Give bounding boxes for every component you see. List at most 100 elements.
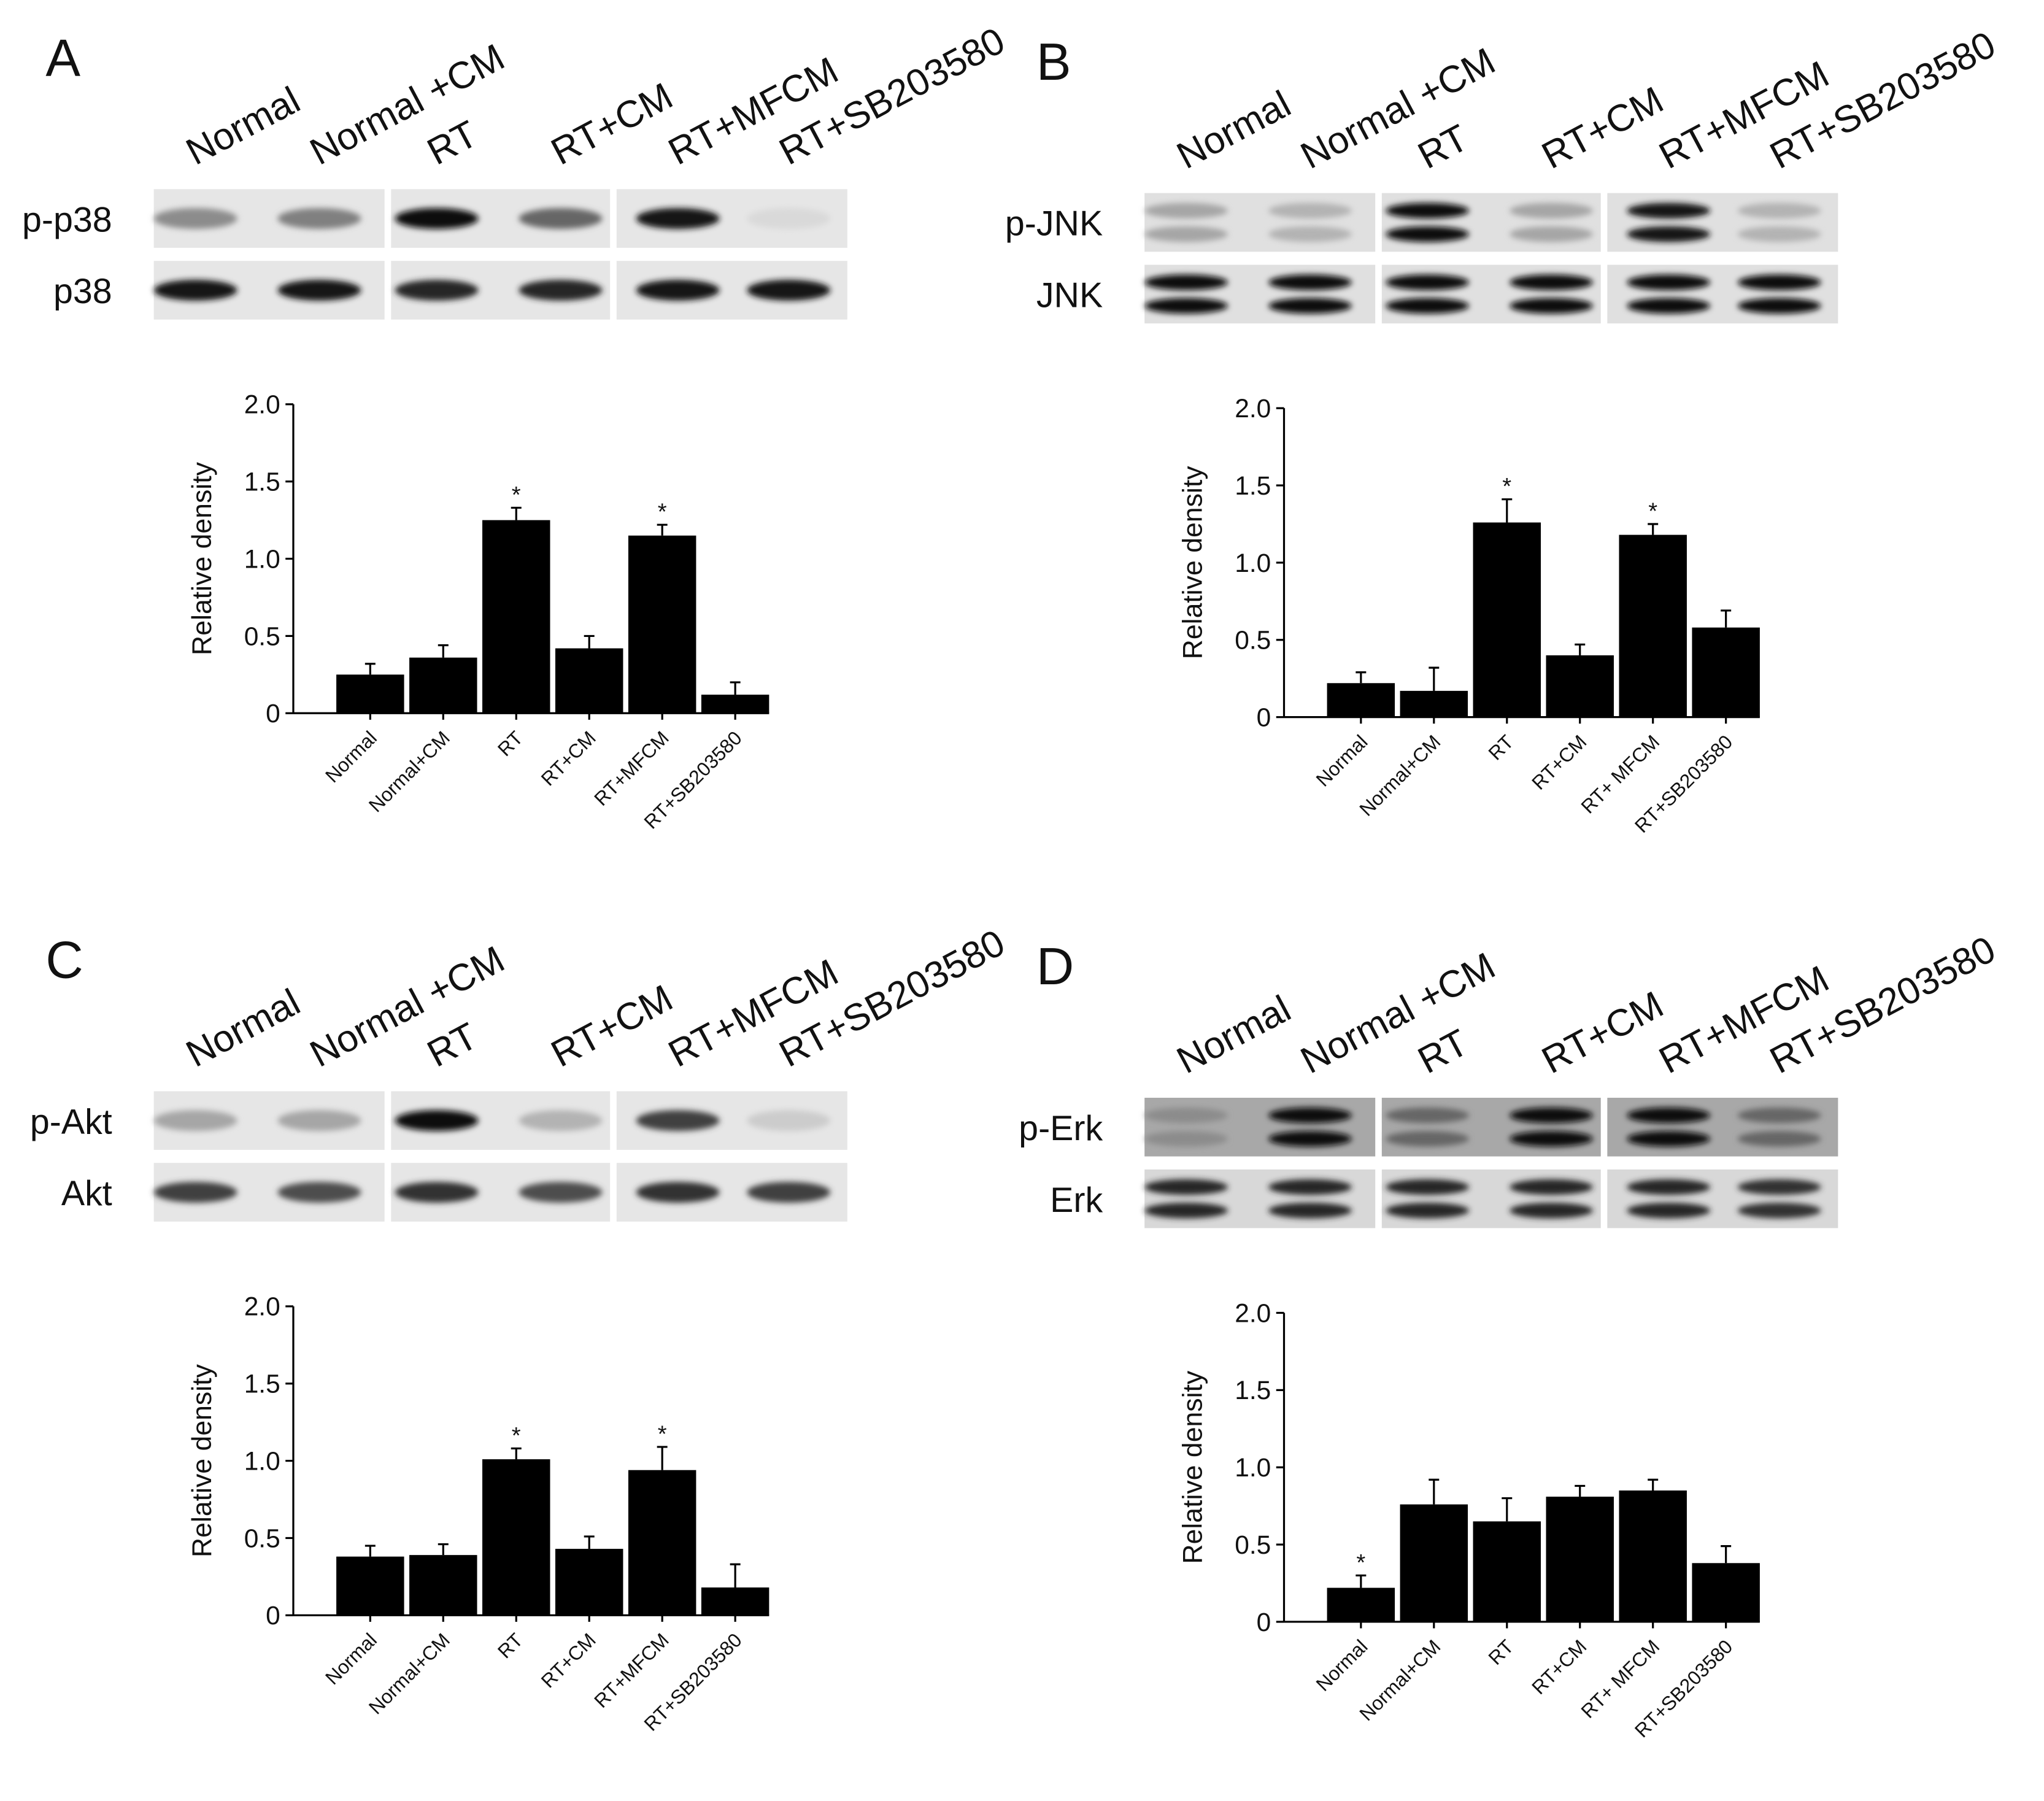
y-tick-label: 0 [1257, 1608, 1271, 1637]
panel-letter: A [45, 29, 80, 87]
blot-band [1386, 226, 1470, 242]
blot-band [1386, 274, 1470, 290]
bar [409, 1555, 477, 1616]
blot-band [395, 208, 479, 229]
blot-band [1627, 298, 1711, 314]
y-tick-label: 1.5 [244, 468, 280, 497]
lane-label: Normal +CM [1294, 40, 1502, 177]
blot-band [1386, 1202, 1470, 1219]
significance-marker: * [512, 1422, 521, 1449]
blot-band [1627, 226, 1711, 242]
significance-marker: * [658, 1421, 667, 1447]
panel-letter: B [1036, 33, 1071, 91]
y-tick-label: 0 [266, 700, 280, 728]
blot-background [1144, 1097, 1376, 1157]
blot-band [1268, 1107, 1352, 1124]
blot-band [395, 1181, 479, 1203]
panel-letter: C [45, 931, 83, 990]
blot-background [1381, 1169, 1601, 1228]
y-tick-label: 0.5 [244, 622, 280, 651]
blot-background [1144, 1169, 1376, 1228]
blot-band [1268, 226, 1352, 242]
lane-label: RT+CM [1535, 79, 1670, 177]
blot-band [1386, 202, 1470, 219]
bar [555, 1549, 623, 1616]
lane-label: Normal [1170, 83, 1298, 177]
blot-background [1607, 193, 1838, 252]
blot-band [1510, 274, 1593, 290]
y-axis-label: Relative density [187, 461, 217, 655]
lane-label: RT+CM [1535, 983, 1670, 1082]
blot-band [1737, 202, 1821, 219]
x-tick-label: Normal [1311, 1635, 1371, 1695]
blot-band [1737, 274, 1821, 290]
lane-label: Normal +CM [1294, 944, 1502, 1082]
lane-label: Normal +CM [303, 938, 511, 1076]
blot-band [636, 1181, 720, 1203]
blot-background [1381, 193, 1601, 252]
blot-row-label: p-JNK [1005, 204, 1103, 244]
bar [1692, 1563, 1760, 1622]
y-tick-label: 1.5 [1235, 472, 1271, 501]
x-tick-label: RT [493, 727, 527, 760]
x-tick-label: RT+CM [1527, 731, 1591, 794]
blot-band [1144, 298, 1228, 314]
blot-band [1627, 1107, 1711, 1124]
bar [1473, 522, 1541, 717]
bar [482, 520, 550, 714]
y-axis-label: Relative density [187, 1363, 217, 1557]
blot-band [1737, 298, 1821, 314]
blot-band [153, 1110, 237, 1132]
y-tick-label: 2.0 [244, 1293, 280, 1322]
bar [409, 657, 477, 714]
y-tick-label: 1.5 [244, 1370, 280, 1399]
bar [1692, 627, 1760, 717]
blot-background [1144, 193, 1376, 252]
lane-label: RT [1411, 117, 1475, 177]
significance-marker: * [1502, 473, 1511, 499]
y-tick-label: 0 [266, 1602, 280, 1630]
blot-band [1144, 1202, 1228, 1219]
lane-label: RT+CM [544, 75, 679, 174]
blot-band [1737, 1107, 1821, 1124]
blot-band [519, 1181, 603, 1203]
blot-row-label: p-Erk [1019, 1109, 1103, 1148]
blot-band [1627, 1202, 1711, 1219]
bar [555, 648, 623, 714]
blot-band [1510, 202, 1593, 219]
blot-row-label: p38 [53, 272, 112, 311]
blot-band [153, 1181, 237, 1203]
blot-band [1386, 298, 1470, 314]
lane-label: Normal [179, 981, 307, 1075]
blot-band [1510, 1107, 1593, 1124]
y-tick-label: 1.5 [1235, 1376, 1271, 1405]
x-tick-label: Normal [1311, 731, 1371, 791]
blot-band [153, 208, 237, 229]
y-tick-label: 2.0 [244, 391, 280, 420]
blot-band [1510, 1202, 1593, 1219]
bar [1327, 1587, 1395, 1622]
y-tick-label: 1.0 [244, 545, 280, 574]
panel-letter: D [1036, 938, 1074, 996]
significance-marker: * [1648, 498, 1657, 524]
y-tick-label: 0.5 [244, 1524, 280, 1553]
blot-band [277, 1110, 361, 1132]
bar [1546, 1497, 1614, 1622]
blot-band [1386, 1131, 1470, 1147]
bar [628, 1470, 696, 1616]
blot-band [1268, 1202, 1352, 1219]
blot-band [1737, 226, 1821, 242]
blot-band [519, 279, 603, 301]
blot-band [1386, 1107, 1470, 1124]
bar [628, 535, 696, 714]
blot-band [1268, 202, 1352, 219]
y-tick-label: 2.0 [1235, 395, 1271, 423]
bar [1619, 1490, 1687, 1622]
bar [482, 1459, 550, 1616]
y-tick-label: 0 [1257, 704, 1271, 733]
blot-band [519, 1110, 603, 1132]
blot-band [1510, 226, 1593, 242]
